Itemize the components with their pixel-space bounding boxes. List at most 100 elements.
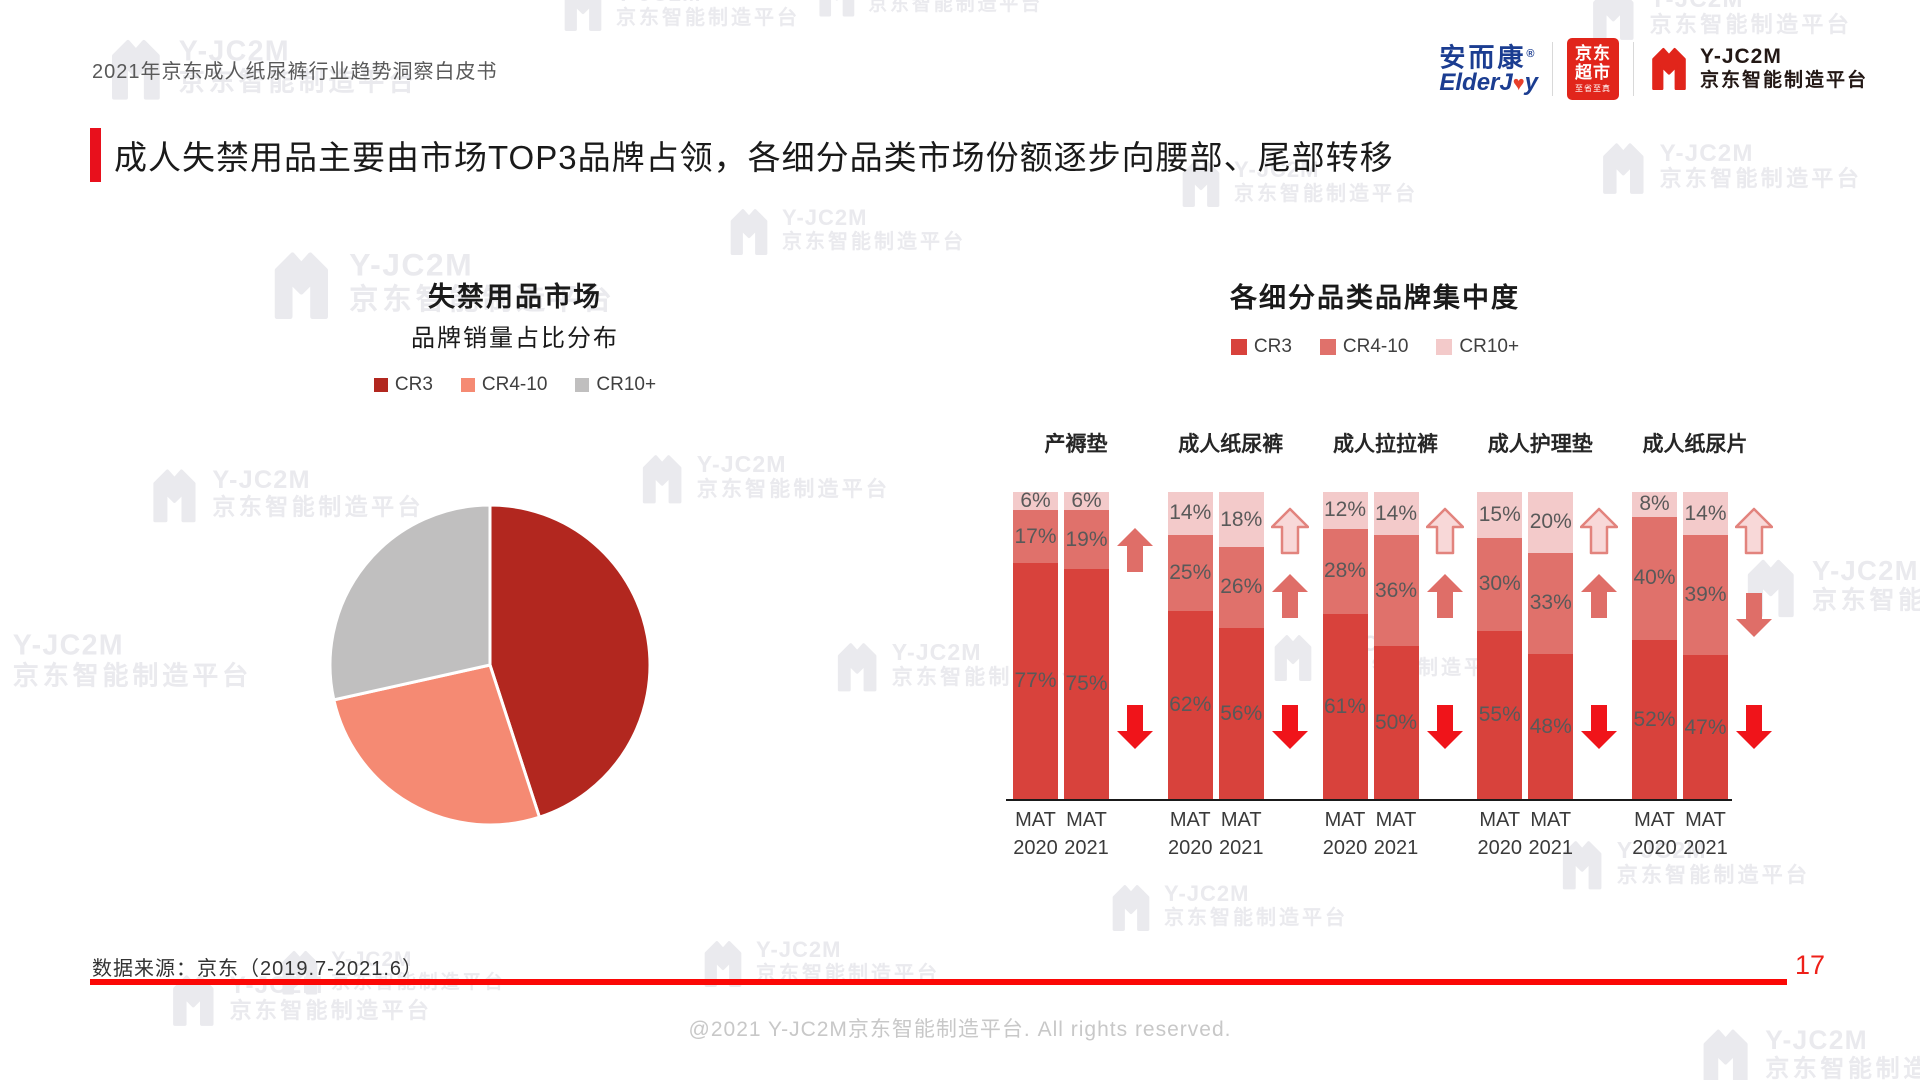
bar-segment-value: 25% bbox=[1169, 560, 1212, 584]
stacked-bar-2020: 12% 28% 61% bbox=[1322, 492, 1368, 800]
trend-arrow-up-cr10- bbox=[1425, 507, 1464, 555]
bar-segment-value: 12% bbox=[1323, 498, 1367, 522]
bar-legend: CR3 CR4-10 CR10+ bbox=[1150, 336, 1600, 358]
trend-arrow-down-cr4-10 bbox=[1736, 593, 1772, 637]
bar-chart-title: 各细分品类品牌集中度 bbox=[1230, 283, 1520, 313]
bar-segment-cr3: 47% bbox=[1683, 655, 1728, 800]
bar-segment-cr4-10: 19% bbox=[1064, 510, 1109, 569]
jc2m-watermark: Y-JC2M京东智能制造平台 bbox=[1698, 1025, 1920, 1080]
x-axis-label: MAT 2021 bbox=[1683, 809, 1728, 859]
bar-segment-cr4-10: 26% bbox=[1218, 547, 1264, 628]
category-label: 成人护理垫 bbox=[1487, 433, 1593, 456]
bar-segment-value: 77% bbox=[1014, 669, 1057, 693]
logo-divider bbox=[1632, 42, 1634, 96]
trend-arrow-up-cr10- bbox=[1580, 507, 1619, 555]
bar-segment-value: 55% bbox=[1478, 703, 1521, 727]
bar-segment-cr3: 75% bbox=[1064, 568, 1109, 800]
legend-item-cr3: CR3 bbox=[373, 374, 433, 396]
bar-segment-cr4-10: 36% bbox=[1373, 535, 1419, 646]
bar-segment-cr4-10: 30% bbox=[1477, 538, 1523, 631]
watermark-line2: 京东智能制造平台 bbox=[1616, 864, 1810, 888]
document-title: 2021年京东成人纸尿裤行业趋势洞察白皮书 bbox=[92, 61, 498, 83]
bar-segment-value: 61% bbox=[1323, 694, 1367, 718]
watermark-line1: Y-JC2M bbox=[1812, 554, 1919, 586]
elderjoy-en-text: ElderJ♥y bbox=[1439, 69, 1538, 97]
watermark-line1: Y-JC2M bbox=[1650, 0, 1852, 12]
x-axis-label: MAT 2020 bbox=[1322, 809, 1368, 859]
legend-swatch bbox=[460, 378, 475, 392]
pie-slice-cr10- bbox=[328, 503, 492, 702]
bar-segment-cr10-: 15% bbox=[1477, 492, 1523, 539]
trend-arrow-down-cr3 bbox=[1271, 705, 1308, 749]
copyright-text: @2021 Y-JC2M京东智能制造平台. All rights reserve… bbox=[688, 1018, 1232, 1041]
jc2m-mark-icon bbox=[1648, 44, 1690, 94]
jd-supermarket-logo: 京东 超市 至省至真 bbox=[1566, 38, 1619, 100]
legend-item-cr4-10: CR4-10 bbox=[1319, 336, 1408, 358]
jc2m-watermark: Y-JC2M京东智能制造平台 bbox=[815, 0, 1043, 19]
watermark-line1: Y-JC2M bbox=[1616, 836, 1707, 864]
bar-segment-value: 18% bbox=[1220, 507, 1263, 531]
bar-segment-cr3: 50% bbox=[1373, 645, 1419, 800]
stacked-bar-2021: 18% 26% 56% bbox=[1218, 492, 1264, 800]
watermark-line1: Y-JC2M bbox=[349, 246, 474, 283]
pie-chart bbox=[328, 503, 652, 827]
watermark-line1: Y-JC2M bbox=[1234, 157, 1320, 182]
x-axis-label: MAT 2020 bbox=[1013, 809, 1058, 859]
jc2m-name: Y-JC2M bbox=[1699, 45, 1782, 68]
watermark-line2: 京东智能制造平台 bbox=[349, 284, 616, 317]
legend-swatch bbox=[1230, 339, 1247, 355]
watermark-line1: Y-JC2M bbox=[696, 450, 787, 478]
jc2m-subtitle: 京东智能制造平台 bbox=[1699, 70, 1868, 91]
legend-swatch bbox=[1436, 339, 1453, 355]
bar-segment-cr10-: 14% bbox=[1373, 492, 1419, 536]
bar-segment-value: 17% bbox=[1014, 524, 1057, 548]
watermark-line2: 京东智能制造平台 bbox=[1812, 587, 1920, 615]
watermark-line1: Y-JC2M bbox=[12, 628, 124, 662]
stacked-bar-2020: 6% 17% 77% bbox=[1013, 489, 1058, 800]
legend-label: CR3 bbox=[394, 374, 433, 395]
legend-item-cr3: CR3 bbox=[1230, 336, 1292, 358]
bar-segment-cr10-: 12% bbox=[1322, 492, 1368, 529]
jc2m-watermark: Y-JC2M京东智能制造平台 bbox=[168, 971, 432, 1029]
trend-arrow-up-cr4-10 bbox=[1271, 574, 1308, 618]
bar-segment-cr4-10: 17% bbox=[1013, 510, 1058, 563]
bar-segment-value: 30% bbox=[1478, 572, 1521, 596]
watermark-line1: Y-JC2M bbox=[1164, 881, 1250, 906]
bar-segment-value: 39% bbox=[1684, 583, 1727, 607]
watermark-line1: Y-JC2M bbox=[1659, 138, 1754, 167]
bar-segment-cr3: 61% bbox=[1322, 613, 1368, 800]
legend-swatch bbox=[1319, 339, 1336, 355]
footer-accent-line bbox=[90, 979, 1787, 985]
watermark-line1: Y-JC2M bbox=[782, 205, 868, 230]
watermark-line1: Y-JC2M bbox=[331, 947, 413, 971]
x-axis-label: MAT 2020 bbox=[1477, 809, 1523, 859]
stacked-bar-2020: 8% 40% 52% bbox=[1632, 492, 1677, 800]
bar-segment-cr3: 77% bbox=[1013, 562, 1058, 800]
bar-segment-value: 62% bbox=[1169, 693, 1212, 717]
trend-arrow-up-cr4-10 bbox=[1581, 574, 1618, 618]
bar-segment-value: 75% bbox=[1065, 672, 1108, 696]
watermark-line2: 京东智能制造平台 bbox=[868, 0, 1043, 15]
trend-arrow-down-cr3 bbox=[1736, 705, 1772, 749]
bar-segment-cr10-: 14% bbox=[1167, 492, 1213, 535]
watermark-line1: Y-JC2M bbox=[212, 464, 311, 494]
bar-segment-cr4-10: 40% bbox=[1632, 516, 1677, 640]
watermark-line2: 京东智能制造平台 bbox=[782, 231, 966, 253]
trend-arrow-up-cr10- bbox=[1735, 507, 1773, 555]
trend-arrow-down-cr3 bbox=[1117, 705, 1153, 749]
jc2m-watermark: Y-JC2M京东智能制造平台 bbox=[1588, 0, 1852, 43]
bar-segment-value: 28% bbox=[1323, 559, 1367, 583]
bar-segment-cr10-: 6% bbox=[1064, 489, 1109, 512]
bar-segment-cr4-10: 33% bbox=[1528, 552, 1574, 654]
page-title-row: 成人失禁用品主要由市场TOP3品牌占领，各细分品类市场份额逐步向腰部、尾部转移 bbox=[90, 128, 1394, 182]
legend-item-cr10-: CR10+ bbox=[575, 374, 656, 396]
legend-item-cr10-: CR10+ bbox=[1436, 336, 1519, 358]
watermark-line1: Y-JC2M bbox=[891, 638, 982, 666]
watermark-line1: Y-JC2M bbox=[178, 34, 290, 68]
category-label: 产褥垫 bbox=[1044, 433, 1108, 456]
bar-segment-value: 56% bbox=[1220, 701, 1263, 725]
bar-segment-value: 47% bbox=[1684, 715, 1727, 739]
